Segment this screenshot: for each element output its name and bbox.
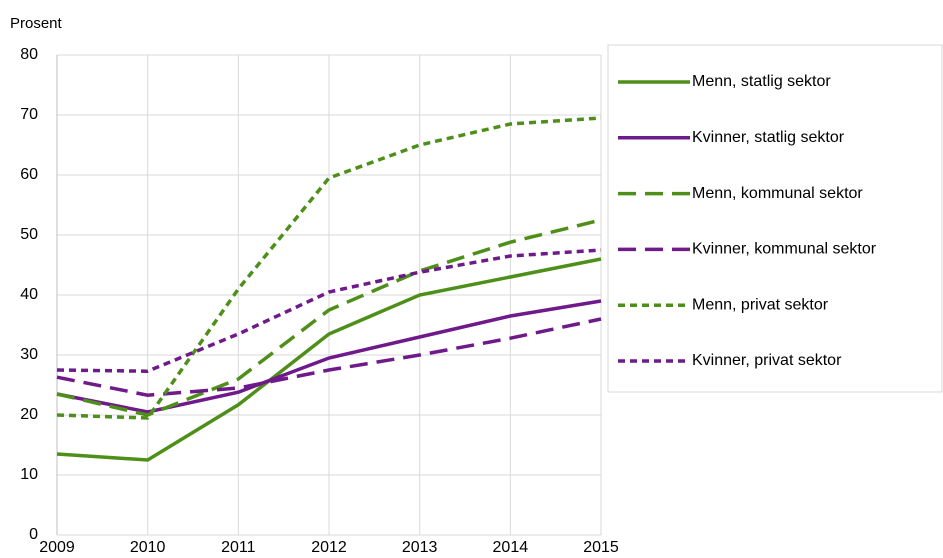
- y-tick-label: 50: [20, 226, 38, 243]
- y-tick-label: 60: [20, 166, 38, 183]
- y-tick-label: 20: [20, 406, 38, 423]
- y-tick-label: 70: [20, 106, 38, 123]
- y-tick-label: 30: [20, 346, 38, 363]
- series-line: [56, 257, 602, 462]
- legend-label: Menn, statlig sektor: [692, 73, 831, 90]
- legend-box: [607, 44, 943, 393]
- legend-label: Menn, kommunal sektor: [692, 185, 863, 202]
- series-line: [56, 218, 602, 417]
- x-tick-label: 2012: [311, 539, 347, 556]
- legend-label: Kvinner, kommunal sektor: [692, 241, 877, 258]
- series-line: [56, 248, 602, 373]
- x-tick-label: 2013: [402, 539, 438, 556]
- y-axis-label: Prosent: [10, 15, 63, 32]
- series-line: [56, 299, 602, 414]
- x-tick-label: 2011: [221, 539, 256, 556]
- series-line: [56, 116, 602, 420]
- y-tick-label: 40: [20, 286, 38, 303]
- y-tick-label: 80: [20, 46, 38, 63]
- x-tick-label: 2009: [39, 539, 75, 556]
- legend-label: Kvinner, statlig sektor: [692, 129, 845, 146]
- x-tick-label: 2014: [493, 539, 529, 556]
- y-tick-label: 10: [20, 466, 38, 483]
- x-tick-label: 2015: [583, 539, 619, 556]
- y-tick-label: 0: [29, 526, 38, 543]
- legend-label: Kvinner, privat sektor: [692, 352, 842, 369]
- legend-label: Menn, privat sektor: [692, 296, 829, 313]
- x-tick-label: 2010: [130, 539, 166, 556]
- series-line: [56, 317, 602, 397]
